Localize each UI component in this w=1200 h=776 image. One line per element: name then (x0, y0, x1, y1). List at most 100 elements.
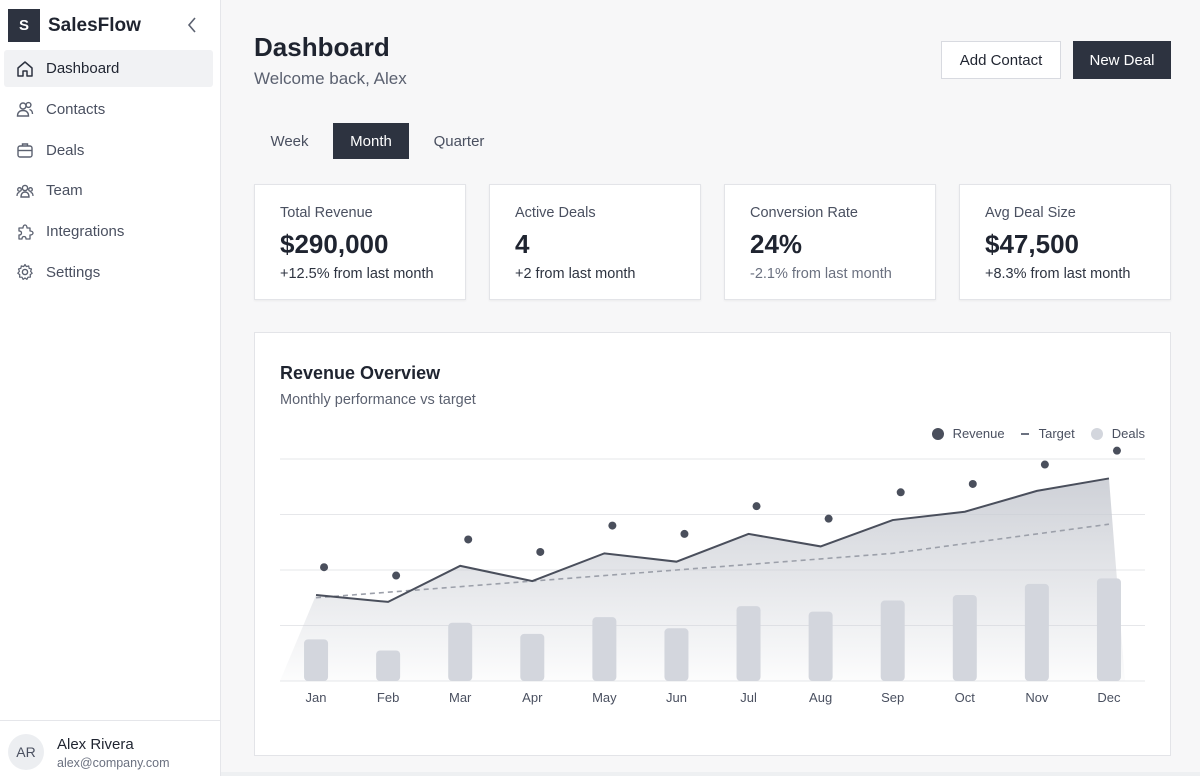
chart-legend: Revenue Target Deals (916, 426, 1145, 441)
stat-label: Avg Deal Size (985, 205, 1076, 221)
deals-bar (592, 617, 617, 681)
legend-label: Deals (1111, 426, 1145, 441)
x-tick-label: Nov (1025, 690, 1049, 705)
collapse-sidebar-button[interactable] (183, 16, 201, 34)
revenue-point (1040, 460, 1049, 469)
deals-dot-icon (1090, 427, 1103, 440)
tab-quarter[interactable]: Quarter (433, 132, 485, 150)
x-tick-label: Feb (377, 690, 399, 705)
sidebar-nav: Dashboard Contacts Deals Team Integratio… (4, 50, 213, 295)
sidebar-item-settings[interactable]: Settings (4, 254, 213, 291)
add-contact-button[interactable]: Add Contact (941, 41, 1061, 79)
revenue-point (392, 571, 401, 580)
user-email: alex@company.com (57, 756, 170, 770)
stat-label: Total Revenue (280, 205, 373, 221)
sidebar-item-label: Deals (46, 141, 85, 159)
team-icon (15, 181, 35, 201)
stat-value: 4 (515, 229, 530, 259)
target-dash-icon (1020, 432, 1029, 435)
revenue-overview-card: Jan Feb Mar Apr May Jun Jul Aug Sep Oct Nov Dec Rev… (254, 332, 1171, 756)
sidebar-item-integrations[interactable]: Integrations (4, 213, 213, 250)
x-tick-label: Jun (666, 690, 687, 705)
deals-bar (520, 633, 545, 681)
users-icon (15, 99, 35, 119)
legend-item-deals: Deals (1090, 426, 1145, 441)
chevron-left-icon (187, 17, 196, 33)
stat-card-active-deals: Active Deals 4 +2 from last month (489, 184, 701, 300)
briefcase-icon (15, 140, 35, 160)
revenue-point (1112, 446, 1121, 455)
sidebar-item-deals[interactable]: Deals (4, 132, 213, 169)
revenue-area (280, 478, 1125, 681)
legend-label: Target (1038, 426, 1075, 441)
user-profile[interactable]: AR Alex Rivera alex@company.com (0, 720, 221, 776)
revenue-point (752, 502, 761, 511)
x-tick-label: Apr (522, 690, 543, 705)
avatar: AR (8, 734, 44, 770)
deals-bar (952, 594, 977, 681)
stat-label: Conversion Rate (750, 205, 858, 221)
sidebar-item-label: Dashboard (46, 60, 120, 77)
stat-card-avg-deal-size: Avg Deal Size $47,500 +8.3% from last mo… (959, 184, 1171, 300)
x-tick-label: Dec (1097, 690, 1121, 705)
revenue-point (824, 514, 833, 523)
revenue-point (320, 563, 329, 572)
stat-value: $47,500 (985, 229, 1079, 259)
legend-item-revenue: Revenue (931, 426, 1005, 441)
revenue-point (680, 529, 689, 538)
stat-delta: +8.3% from last month (985, 266, 1131, 282)
chart-subtitle: Monthly performance vs target (280, 392, 476, 408)
deals-bar (736, 606, 761, 681)
stat-card-conversion-rate: Conversion Rate 24% -2.1% from last mont… (724, 184, 936, 300)
deals-bar (808, 611, 833, 681)
home-icon (15, 59, 35, 79)
x-tick-label: Jul (740, 690, 757, 705)
deals-bar (304, 639, 329, 681)
x-tick-label: Mar (449, 690, 472, 705)
sidebar-item-team[interactable]: Team (4, 172, 213, 209)
x-tick-label: Aug (809, 690, 832, 705)
sidebar-item-dashboard[interactable]: Dashboard (4, 50, 213, 87)
x-tick-label: Oct (955, 690, 976, 705)
revenue-point (608, 521, 617, 530)
deals-bar (448, 622, 473, 681)
x-tick-label: Sep (881, 690, 904, 705)
puzzle-icon (15, 222, 35, 242)
sidebar-item-label: Team (46, 182, 83, 200)
sidebar-item-contacts[interactable]: Contacts (4, 91, 213, 128)
chart-title: Revenue Overview (280, 363, 441, 383)
stat-card-total-revenue: Total Revenue $290,000 +12.5% from last … (254, 184, 466, 300)
tab-week[interactable]: Week (270, 132, 309, 150)
stat-value: 24% (750, 229, 803, 259)
deals-bar (1024, 583, 1049, 681)
period-tabs: Week Month Quarter (254, 123, 509, 159)
deals-bar (1096, 578, 1121, 681)
legend-label: Revenue (952, 426, 1005, 441)
revenue-dot-icon (931, 427, 944, 440)
stat-delta: +12.5% from last month (280, 266, 434, 282)
new-deal-button[interactable]: New Deal (1073, 41, 1171, 79)
page-title: Dashboard (254, 32, 390, 62)
bottom-scroll-area (221, 772, 1200, 776)
brand[interactable]: S SalesFlow (8, 9, 141, 42)
revenue-point (464, 535, 473, 544)
app-name: SalesFlow (48, 14, 141, 36)
deals-bar (664, 628, 689, 681)
sidebar-item-label: Integrations (46, 223, 125, 241)
revenue-chart: Jan Feb Mar Apr May Jun Jul Aug Sep Oct Nov Dec (280, 446, 1145, 705)
target-line (315, 523, 1110, 599)
page-subtitle: Welcome back, Alex (254, 69, 407, 88)
legend-item-target: Target (1020, 426, 1075, 441)
sidebar-item-label: Contacts (46, 100, 106, 118)
stat-delta: -2.1% from last month (750, 266, 892, 282)
revenue-point (968, 479, 977, 488)
deals-bar (880, 600, 905, 681)
tab-month[interactable]: Month (333, 123, 409, 159)
deals-bar (376, 650, 401, 681)
sidebar-item-label: Settings (46, 263, 101, 281)
x-tick-label: Jan (306, 690, 327, 705)
stat-label: Active Deals (515, 205, 596, 221)
stat-value: $290,000 (280, 229, 389, 259)
revenue-line (315, 477, 1110, 603)
gear-icon (15, 262, 35, 282)
